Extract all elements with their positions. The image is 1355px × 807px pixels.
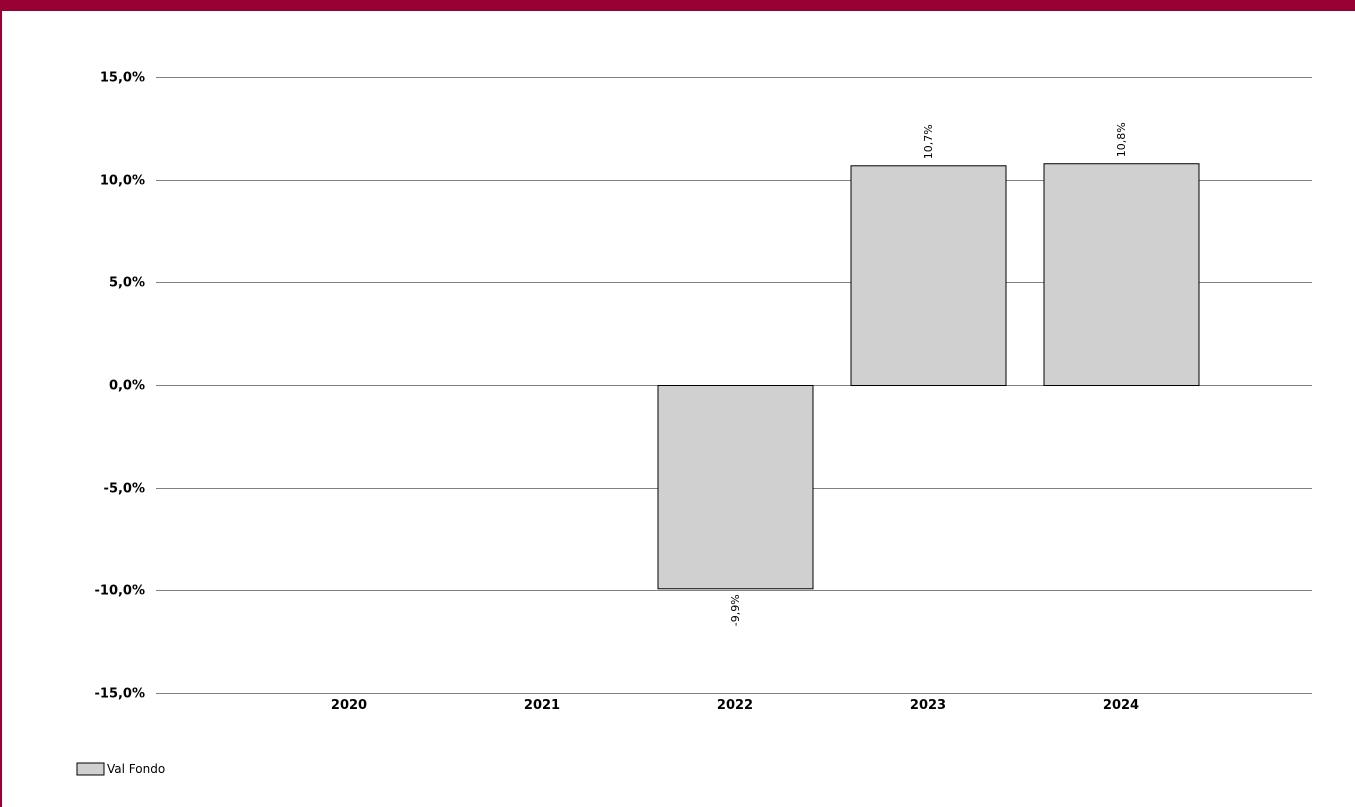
- y-axis-tick-labels: 15,0% 10,0% 5,0% 0,0% -5,0% -10,0% -15,0%: [95, 71, 146, 702]
- x-axis-tick-labels: 2020 2021 2022 2023 2024: [331, 698, 1139, 713]
- y-tick-label: 0,0%: [109, 379, 145, 394]
- data-label-2024: 10,8%: [1115, 122, 1128, 157]
- y-tick-label: 10,0%: [100, 174, 145, 189]
- data-label-2022: -9,9%: [729, 594, 742, 626]
- x-tick-label: 2023: [910, 698, 946, 713]
- legend: Val Fondo: [76, 762, 165, 776]
- y-tick-label: -10,0%: [95, 584, 146, 599]
- y-tick-label: -5,0%: [104, 482, 145, 497]
- y-tick-label: -15,0%: [95, 687, 146, 702]
- legend-label-val-fondo: Val Fondo: [107, 762, 165, 776]
- bar-2024: [1043, 163, 1200, 386]
- x-tick-label: 2024: [1103, 698, 1139, 713]
- y-tick-label: 5,0%: [109, 276, 145, 291]
- legend-swatch-val-fondo: [76, 762, 105, 776]
- bar-2022: [657, 385, 814, 590]
- data-labels: -9,9% 10,7% 10,8%: [729, 122, 1128, 626]
- y-tick-label: 15,0%: [100, 71, 145, 86]
- bar-2023: [850, 165, 1007, 386]
- bars: [657, 163, 1200, 590]
- x-tick-label: 2022: [717, 698, 753, 713]
- x-tick-label: 2020: [331, 698, 367, 713]
- x-tick-label: 2021: [524, 698, 560, 713]
- data-label-2023: 10,7%: [922, 124, 935, 159]
